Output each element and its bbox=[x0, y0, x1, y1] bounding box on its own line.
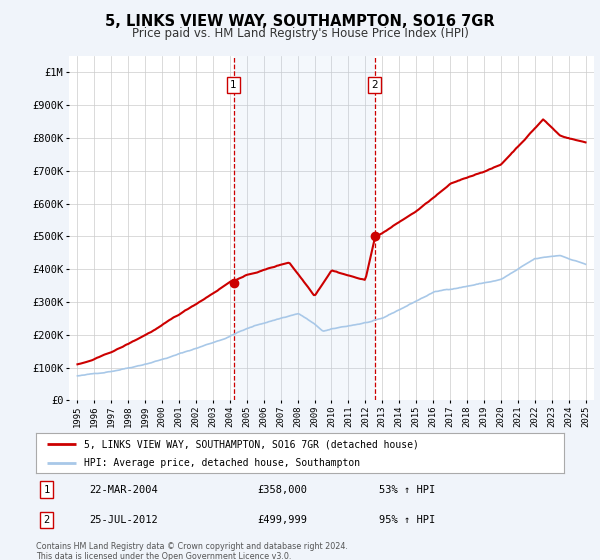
Text: Contains HM Land Registry data © Crown copyright and database right 2024.: Contains HM Land Registry data © Crown c… bbox=[36, 542, 348, 550]
Text: 22-MAR-2004: 22-MAR-2004 bbox=[89, 484, 158, 494]
Text: 2: 2 bbox=[43, 515, 50, 525]
Text: £358,000: £358,000 bbox=[258, 484, 308, 494]
Text: This data is licensed under the Open Government Licence v3.0.: This data is licensed under the Open Gov… bbox=[36, 552, 292, 560]
Bar bbox=[233, 56, 375, 400]
Text: HPI: Average price, detached house, Southampton: HPI: Average price, detached house, Sout… bbox=[83, 458, 359, 468]
Text: Price paid vs. HM Land Registry's House Price Index (HPI): Price paid vs. HM Land Registry's House … bbox=[131, 27, 469, 40]
Text: 1: 1 bbox=[230, 80, 237, 90]
Text: 5, LINKS VIEW WAY, SOUTHAMPTON, SO16 7GR: 5, LINKS VIEW WAY, SOUTHAMPTON, SO16 7GR bbox=[105, 14, 495, 29]
Text: 1: 1 bbox=[43, 484, 50, 494]
Text: 2: 2 bbox=[371, 80, 378, 90]
Text: 5, LINKS VIEW WAY, SOUTHAMPTON, SO16 7GR (detached house): 5, LINKS VIEW WAY, SOUTHAMPTON, SO16 7GR… bbox=[83, 439, 418, 449]
Text: 25-JUL-2012: 25-JUL-2012 bbox=[89, 515, 158, 525]
Text: £499,999: £499,999 bbox=[258, 515, 308, 525]
Text: 53% ↑ HPI: 53% ↑ HPI bbox=[379, 484, 436, 494]
Text: 95% ↑ HPI: 95% ↑ HPI bbox=[379, 515, 436, 525]
